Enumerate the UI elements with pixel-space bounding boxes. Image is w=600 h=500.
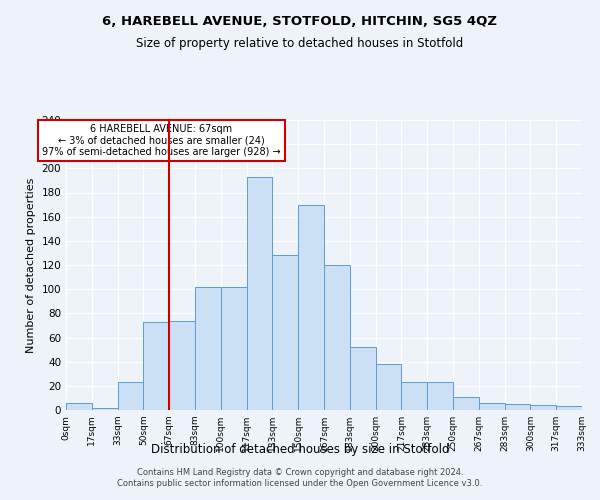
Bar	[247, 177, 272, 410]
Bar	[169, 320, 195, 410]
Bar	[118, 382, 143, 410]
Bar	[530, 405, 556, 410]
Bar	[324, 265, 350, 410]
Bar	[221, 287, 247, 410]
Bar	[479, 403, 505, 410]
Text: 6 HAREBELL AVENUE: 67sqm
← 3% of detached houses are smaller (24)
97% of semi-de: 6 HAREBELL AVENUE: 67sqm ← 3% of detache…	[42, 124, 281, 157]
Text: Contains HM Land Registry data © Crown copyright and database right 2024.
Contai: Contains HM Land Registry data © Crown c…	[118, 468, 482, 487]
Bar	[376, 364, 401, 410]
Bar	[556, 406, 582, 410]
Bar	[505, 404, 530, 410]
Bar	[350, 347, 376, 410]
Bar	[143, 322, 169, 410]
Bar	[195, 287, 221, 410]
Text: 6, HAREBELL AVENUE, STOTFOLD, HITCHIN, SG5 4QZ: 6, HAREBELL AVENUE, STOTFOLD, HITCHIN, S…	[103, 15, 497, 28]
Text: Size of property relative to detached houses in Stotfold: Size of property relative to detached ho…	[136, 38, 464, 51]
Bar	[453, 396, 479, 410]
Bar	[92, 408, 118, 410]
Bar	[272, 256, 298, 410]
Bar	[401, 382, 427, 410]
Bar	[427, 382, 453, 410]
Y-axis label: Number of detached properties: Number of detached properties	[26, 178, 36, 352]
Bar	[298, 204, 324, 410]
Text: Distribution of detached houses by size in Stotfold: Distribution of detached houses by size …	[151, 442, 449, 456]
Bar	[66, 403, 92, 410]
